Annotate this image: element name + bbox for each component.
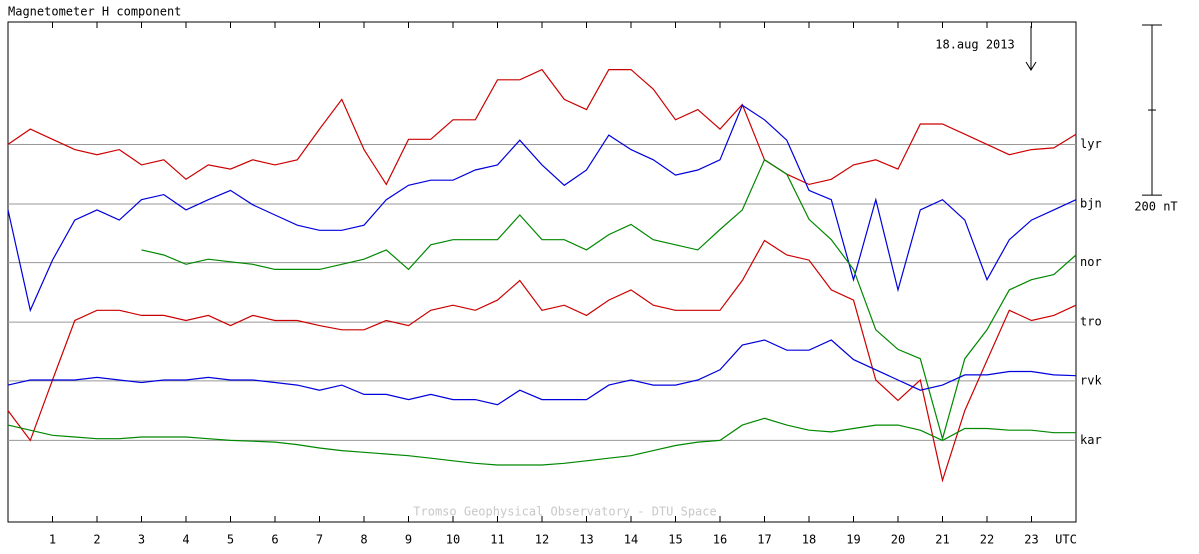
x-tick-label: 11 (490, 533, 504, 547)
station-trace (7, 68, 1077, 186)
x-tick-label: 18 (802, 533, 816, 547)
x-tick-label: 14 (624, 533, 638, 547)
station-label: nor (1080, 255, 1102, 269)
x-tick-label: 6 (271, 533, 278, 547)
x-tick-label: 3 (138, 533, 145, 547)
station-trace (7, 339, 1077, 406)
x-tick-label: 20 (891, 533, 905, 547)
station-label: kar (1080, 433, 1102, 447)
x-tick-label: 5 (227, 533, 234, 547)
date-label: 18.aug 2013 (935, 38, 1014, 52)
x-tick-label: 12 (535, 533, 549, 547)
scale-label: 200 nT (1134, 200, 1177, 214)
x-tick-label: 23 (1024, 533, 1038, 547)
x-tick-label: 16 (713, 533, 727, 547)
x-tick-label: 15 (668, 533, 682, 547)
x-tick-label: 21 (935, 533, 949, 547)
x-tick-label: 9 (405, 533, 412, 547)
watermark: Tromso Geophysical Observatory - DTU Spa… (413, 505, 716, 519)
x-tick-label: 1 (49, 533, 56, 547)
x-tick-label: 7 (316, 533, 323, 547)
x-tick-label: 22 (980, 533, 994, 547)
x-tick-label: 10 (446, 533, 460, 547)
station-trace (7, 417, 1076, 466)
station-label: tro (1080, 315, 1102, 329)
station-trace (141, 158, 1077, 441)
x-tick-label: 19 (846, 533, 860, 547)
x-tick-label: 13 (579, 533, 593, 547)
x-tick-label: 17 (757, 533, 771, 547)
station-trace (7, 239, 1077, 483)
station-label: bjn (1080, 196, 1102, 210)
chart-title: Magnetometer H component (8, 5, 181, 19)
station-label: lyr (1080, 137, 1102, 151)
station-label: rvk (1080, 373, 1102, 387)
x-tick-label: 2 (93, 533, 100, 547)
plot-frame (7, 21, 1077, 523)
station-trace (7, 104, 1077, 313)
x-tick-label: 4 (182, 533, 189, 547)
x-axis-label: UTC (1055, 533, 1077, 547)
x-tick-label: 8 (360, 533, 367, 547)
date-arrow-head (1025, 61, 1037, 71)
